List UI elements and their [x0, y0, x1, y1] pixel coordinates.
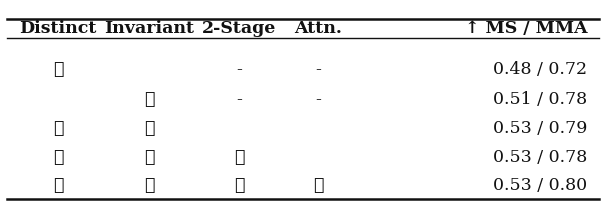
- Text: Invariant: Invariant: [104, 20, 194, 37]
- Text: 0.53 / 0.78: 0.53 / 0.78: [493, 149, 587, 166]
- Text: ✓: ✓: [235, 149, 245, 166]
- Text: -: -: [315, 61, 321, 78]
- Text: ✓: ✓: [235, 177, 245, 194]
- Text: 0.53 / 0.79: 0.53 / 0.79: [493, 120, 587, 137]
- Text: ✓: ✓: [144, 91, 154, 108]
- Text: ✓: ✓: [144, 177, 154, 194]
- Text: ✓: ✓: [144, 120, 154, 137]
- Text: Distinct: Distinct: [19, 20, 97, 37]
- Text: ✓: ✓: [313, 177, 324, 194]
- Text: 2-Stage: 2-Stage: [202, 20, 277, 37]
- Text: ↑ MS / MMA: ↑ MS / MMA: [465, 20, 587, 37]
- Text: ✓: ✓: [53, 61, 63, 78]
- Text: ✓: ✓: [53, 120, 63, 137]
- Text: ✓: ✓: [53, 149, 63, 166]
- Text: -: -: [236, 91, 242, 108]
- Text: 0.48 / 0.72: 0.48 / 0.72: [493, 61, 587, 78]
- Text: -: -: [236, 61, 242, 78]
- Text: ✓: ✓: [144, 149, 154, 166]
- Text: -: -: [315, 91, 321, 108]
- Text: 0.53 / 0.80: 0.53 / 0.80: [493, 177, 587, 194]
- Text: Attn.: Attn.: [294, 20, 342, 37]
- Text: 0.51 / 0.78: 0.51 / 0.78: [493, 91, 587, 108]
- Text: ✓: ✓: [53, 177, 63, 194]
